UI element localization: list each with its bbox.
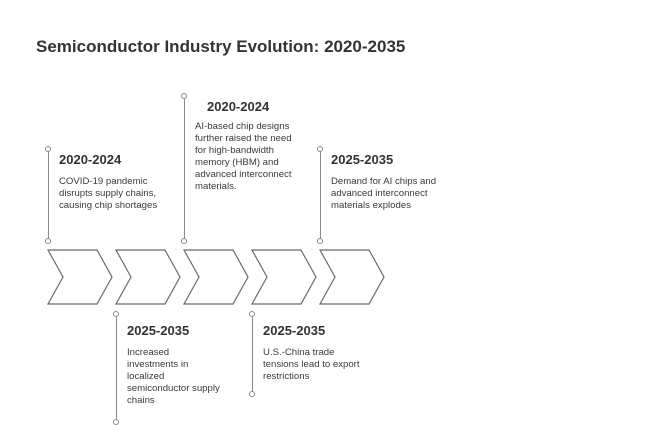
stage-description: Demand for AI chips and advanced interco… [331, 176, 437, 211]
stage-description: AI-based chip designs further raised the… [195, 121, 292, 192]
stage-card-3: 2020-2024 AI-based chip designs further … [195, 99, 300, 193]
connector-stage-2 [116, 314, 117, 422]
chevron-stage-3 [182, 249, 249, 305]
stage-card-2: 2025-2035 Increased investments in local… [127, 323, 222, 407]
connector-dot-top-5 [317, 146, 323, 152]
connector-dot-top-2 [113, 311, 119, 317]
stage-description: Increased investments in localized semic… [127, 347, 220, 406]
chevron-stage-2 [114, 249, 181, 305]
chevron-stage-1 [46, 249, 113, 305]
connector-dot-top-1 [45, 146, 51, 152]
connector-dot-bottom-2 [113, 419, 119, 425]
chevron-stage-5 [318, 249, 385, 305]
stage-description: U.S.-China trade tensions lead to export… [263, 347, 360, 382]
connector-dot-bottom-4 [249, 391, 255, 397]
stage-card-4: 2025-2035 U.S.-China trade tensions lead… [263, 323, 368, 383]
stage-year: 2025-2035 [263, 323, 326, 338]
connector-stage-3 [184, 96, 185, 240]
stage-year: 2020-2024 [59, 152, 122, 167]
connector-stage-4 [252, 314, 253, 394]
diagram-title: Semiconductor Industry Evolution: 2020-2… [36, 37, 406, 56]
stage-card-1: 2020-2024 COVID-19 pandemic disrupts sup… [59, 152, 174, 212]
connector-dot-top-4 [249, 311, 255, 317]
connector-dot-top-3 [181, 93, 187, 99]
connector-stage-1 [48, 150, 49, 240]
chevron-stage-4 [250, 249, 317, 305]
stage-year: 2025-2035 [127, 323, 190, 338]
stage-description: COVID-19 pandemic disrupts supply chains… [59, 176, 158, 211]
connector-dot-bottom-1 [45, 238, 51, 244]
stage-year: 2025-2035 [331, 152, 394, 167]
connector-dot-bottom-5 [317, 238, 323, 244]
stage-card-5: 2025-2035 Demand for AI chips and advanc… [331, 152, 441, 212]
connector-dot-bottom-3 [181, 238, 187, 244]
connector-stage-5 [320, 150, 321, 240]
stage-year: 2020-2024 [207, 99, 270, 114]
